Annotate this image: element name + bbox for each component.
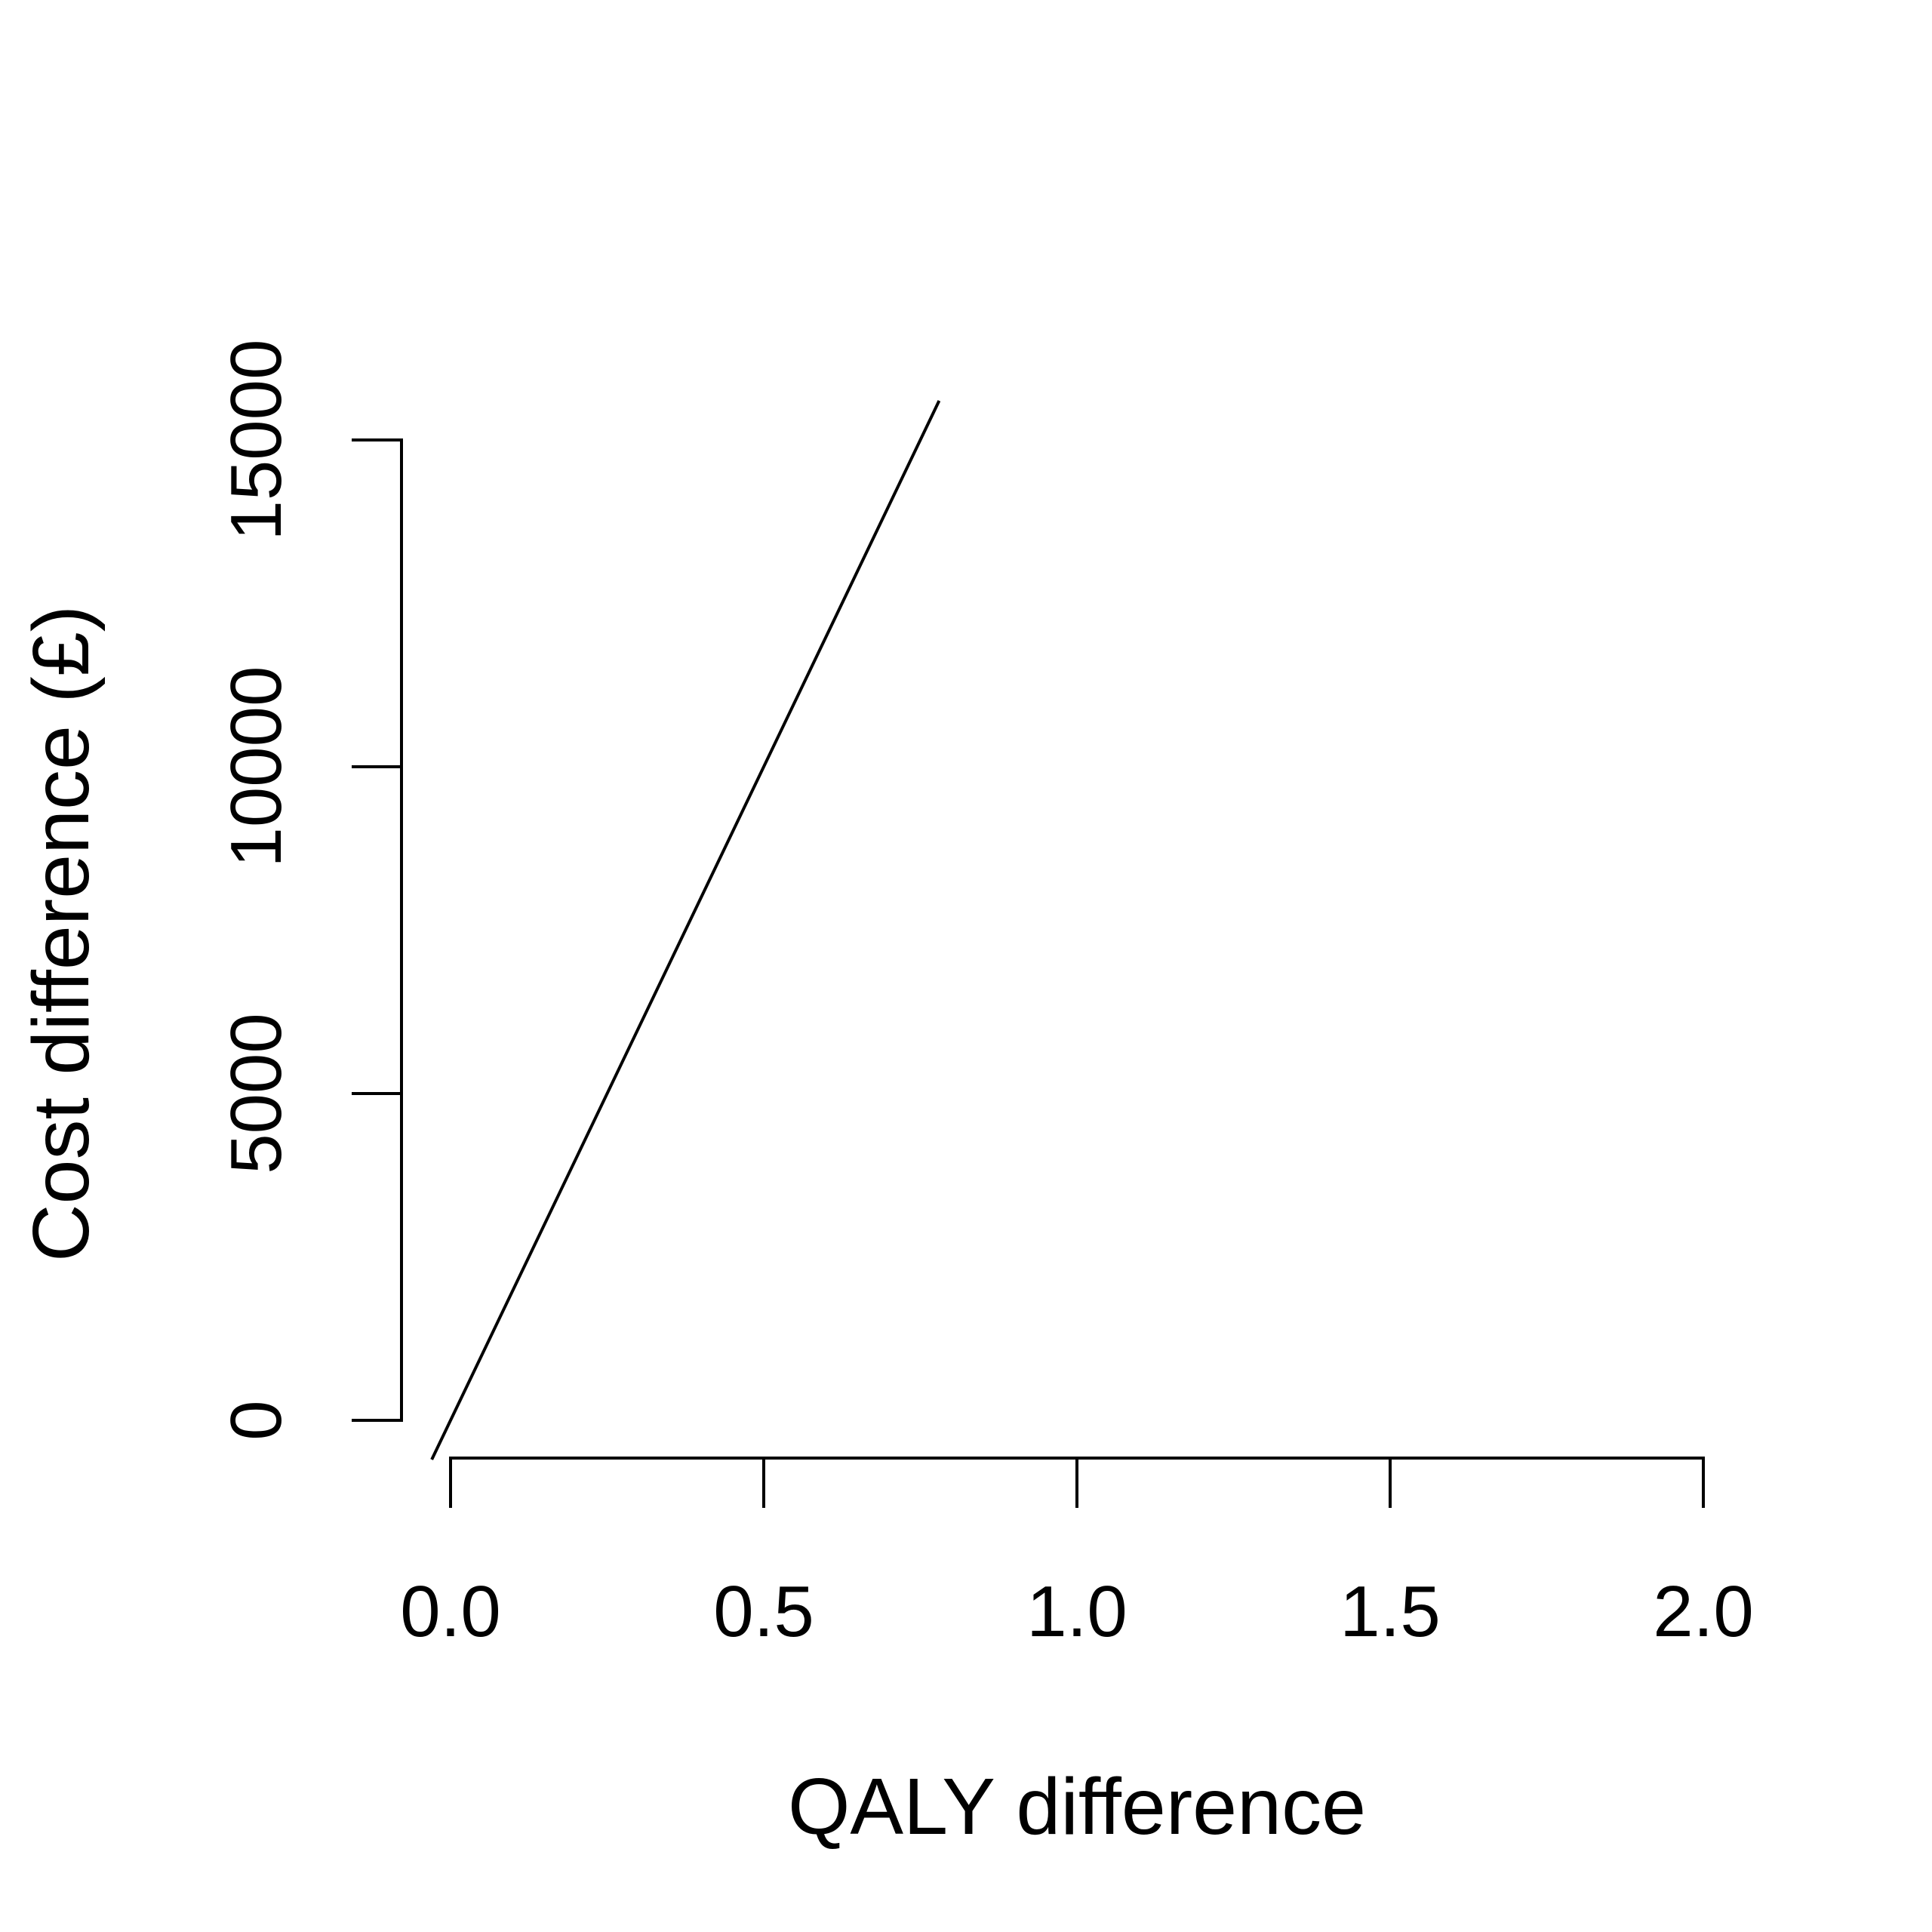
x-tick-label: 2.0 [1653,1571,1753,1652]
series-line [430,400,941,1460]
x-tick-label: 0.5 [713,1571,814,1652]
x-axis-title: QALY difference [788,1762,1366,1851]
x-tick-label: 1.5 [1340,1571,1440,1652]
y-tick-label: 10000 [216,666,297,868]
y-ticks: 0 5000 10000 15000 [216,340,401,1441]
x-ticks: 0.0 0.5 1.0 1.5 2.0 [400,1458,1754,1652]
x-tick-label: 0.0 [400,1571,500,1652]
y-axis-title: Cost difference (£) [17,605,106,1262]
x-tick-label: 1.0 [1026,1571,1127,1652]
y-tick-label: 0 [216,1400,297,1440]
y-tick-label: 15000 [216,340,297,541]
series-group [430,400,941,1460]
y-tick-label: 5000 [216,1013,297,1174]
